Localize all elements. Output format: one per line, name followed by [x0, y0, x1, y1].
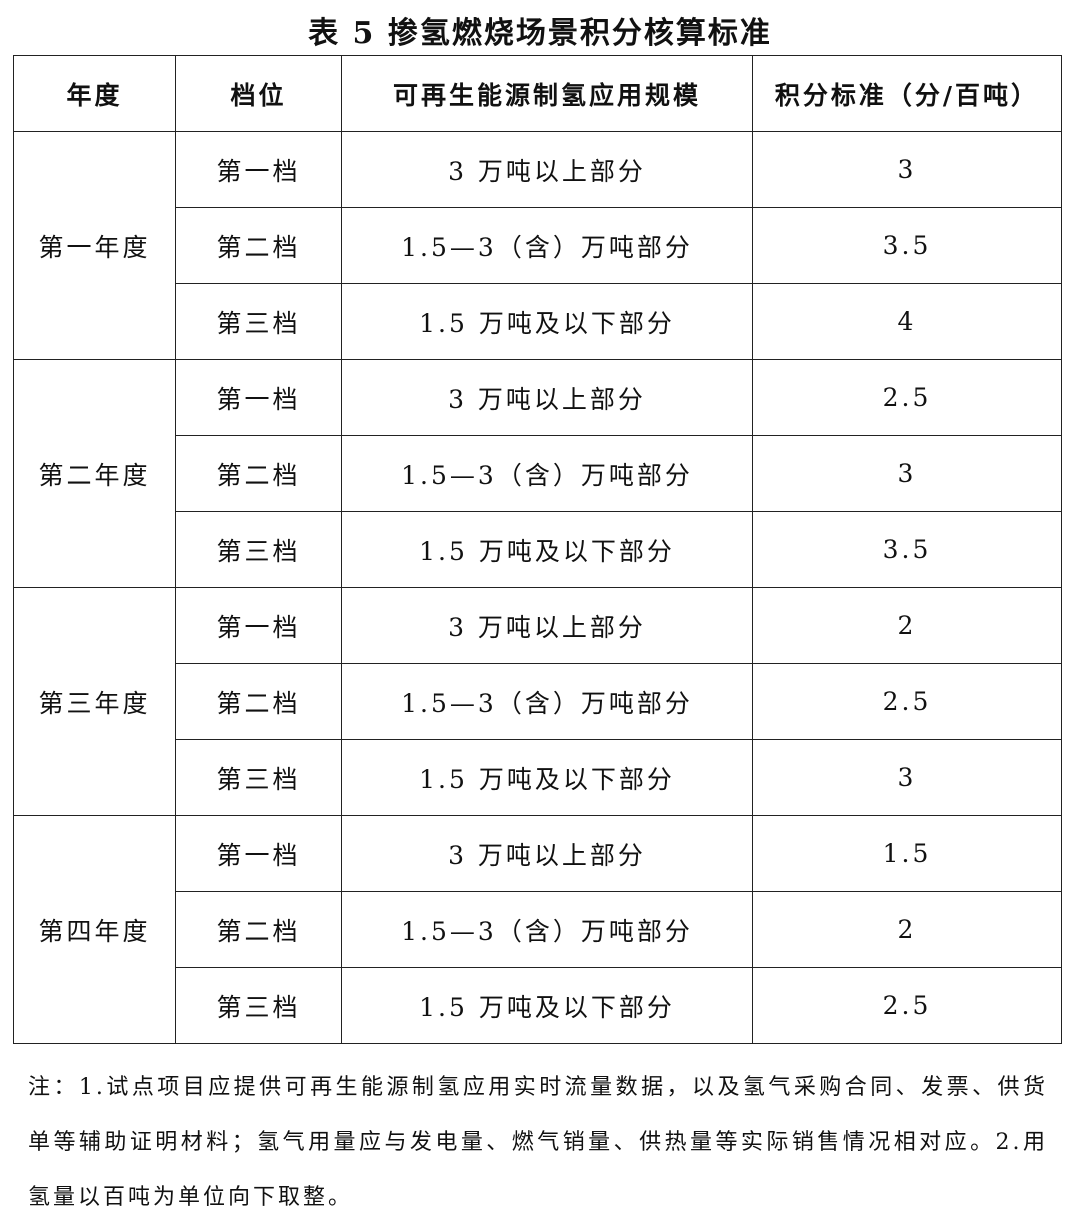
- tier-cell: 第一档: [175, 815, 342, 892]
- year-cell: 第一年度: [13, 131, 176, 360]
- score-cell: 2.5: [752, 663, 1062, 740]
- tier-cell: 第三档: [175, 967, 342, 1044]
- scale-cell: 3 万吨以上部分: [341, 815, 753, 892]
- year-cell: 第二年度: [13, 359, 176, 588]
- footnote: 注：1.试点项目应提供可再生能源制氢应用实时流量数据，以及氢气采购合同、发票、供…: [28, 1075, 1048, 1210]
- table-row: 第三档 1.5 万吨及以下部分 3: [14, 739, 1062, 816]
- table-body: 第一年度 第一档 3 万吨以上部分 3 第二档 1.5—3（含）万吨部分 3.5 第三档 1.5…: [13, 131, 1062, 1044]
- scale-cell: 1.5—3（含）万吨部分: [341, 663, 753, 740]
- tier-cell: 第一档: [175, 359, 342, 436]
- tier-cell: 第三档: [175, 283, 342, 360]
- table-row: 第一年度 第一档 3 万吨以上部分 3: [13, 131, 1062, 360]
- tier-cell: 第二档: [175, 435, 342, 512]
- score-cell: 2: [752, 587, 1062, 664]
- scale-cell: 1.5 万吨及以下部分: [341, 511, 753, 588]
- tier-cell: 第三档: [175, 739, 342, 816]
- points-table: 年度 档位 可再生能源制氢应用规模 积分标准（分/百吨） 第一年度 第一档 3 万吨…: [13, 55, 1062, 1044]
- scale-cell: 1.5—3（含）万吨部分: [341, 891, 753, 968]
- score-cell: 3: [752, 739, 1062, 816]
- table-row: 第二档 1.5—3（含）万吨部分 3: [14, 435, 1062, 512]
- header-tier: 档位: [175, 55, 342, 132]
- score-cell: 3.5: [752, 207, 1062, 284]
- score-cell: 2.5: [752, 967, 1062, 1044]
- score-cell: 2.5: [752, 359, 1062, 436]
- table-row: 第三档 1.5 万吨及以下部分 3.5: [14, 511, 1062, 588]
- table-title: 表 5 掺氢燃烧场景积分核算标准: [308, 16, 772, 51]
- scale-cell: 3 万吨以上部分: [341, 359, 753, 436]
- header-row: 年度 档位 可再生能源制氢应用规模 积分标准（分/百吨）: [13, 55, 1062, 132]
- score-cell: 3: [752, 435, 1062, 512]
- scale-cell: 1.5 万吨及以下部分: [341, 283, 753, 360]
- table-row: 第三档 1.5 万吨及以下部分 2.5: [14, 967, 1062, 1044]
- scale-cell: 3 万吨以上部分: [341, 131, 753, 208]
- table-row: 第三年度 第一档 3 万吨以上部分 2: [13, 587, 1062, 816]
- scale-cell: 1.5 万吨及以下部分: [341, 967, 753, 1044]
- table-row: 第二档 1.5—3（含）万吨部分 2.5: [14, 663, 1062, 740]
- tier-cell: 第二档: [175, 891, 342, 968]
- table-row: 第二档 1.5—3（含）万吨部分 3.5: [14, 207, 1062, 284]
- score-cell: 3: [752, 131, 1062, 208]
- header-year: 年度: [13, 55, 176, 132]
- year-cell: 第四年度: [13, 815, 176, 1044]
- table-row: 第四年度 第一档 3 万吨以上部分 1.5: [13, 815, 1062, 1044]
- score-cell: 1.5: [752, 815, 1062, 892]
- score-cell: 4: [752, 283, 1062, 360]
- header-scale: 可再生能源制氢应用规模: [341, 55, 753, 132]
- tier-cell: 第二档: [175, 663, 342, 740]
- tier-cell: 第三档: [175, 511, 342, 588]
- header-score: 积分标准（分/百吨）: [752, 55, 1062, 132]
- scale-cell: 1.5—3（含）万吨部分: [341, 207, 753, 284]
- score-cell: 3.5: [752, 511, 1062, 588]
- tier-cell: 第一档: [175, 131, 342, 208]
- year-cell: 第三年度: [13, 587, 176, 816]
- scale-cell: 3 万吨以上部分: [341, 587, 753, 664]
- tier-cell: 第一档: [175, 587, 342, 664]
- score-cell: 2: [752, 891, 1062, 968]
- table-row: 第二年度 第一档 3 万吨以上部分 2.5: [13, 359, 1062, 588]
- scale-cell: 1.5—3（含）万吨部分: [341, 435, 753, 512]
- tier-cell: 第二档: [175, 207, 342, 284]
- scale-cell: 1.5 万吨及以下部分: [341, 739, 753, 816]
